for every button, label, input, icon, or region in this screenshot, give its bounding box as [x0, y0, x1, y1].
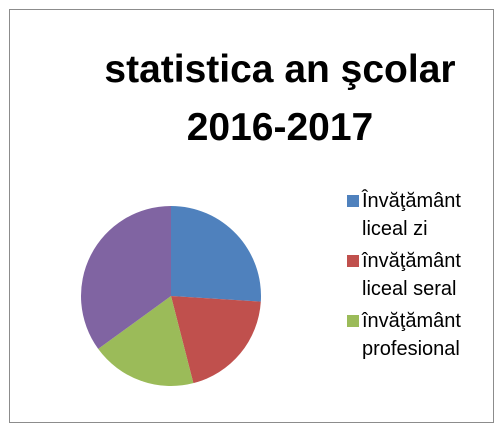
- legend-label: Învăţământ liceal zi: [362, 190, 461, 240]
- pie-slice: [81, 206, 171, 349]
- chart-title: statistica an şcolar: [104, 48, 456, 91]
- legend-swatch: [347, 255, 359, 267]
- legend-swatch: [347, 195, 359, 207]
- pie-slice: [171, 206, 261, 302]
- chart-title: 2016-2017: [186, 106, 374, 149]
- pie-slice: [98, 296, 194, 386]
- legend-swatch: [347, 315, 359, 327]
- pie-slice: [171, 296, 261, 384]
- legend-label: învăţământ profesional: [362, 310, 461, 360]
- chart-border: [9, 9, 494, 423]
- legend-label: învăţământ liceal seral: [362, 250, 461, 300]
